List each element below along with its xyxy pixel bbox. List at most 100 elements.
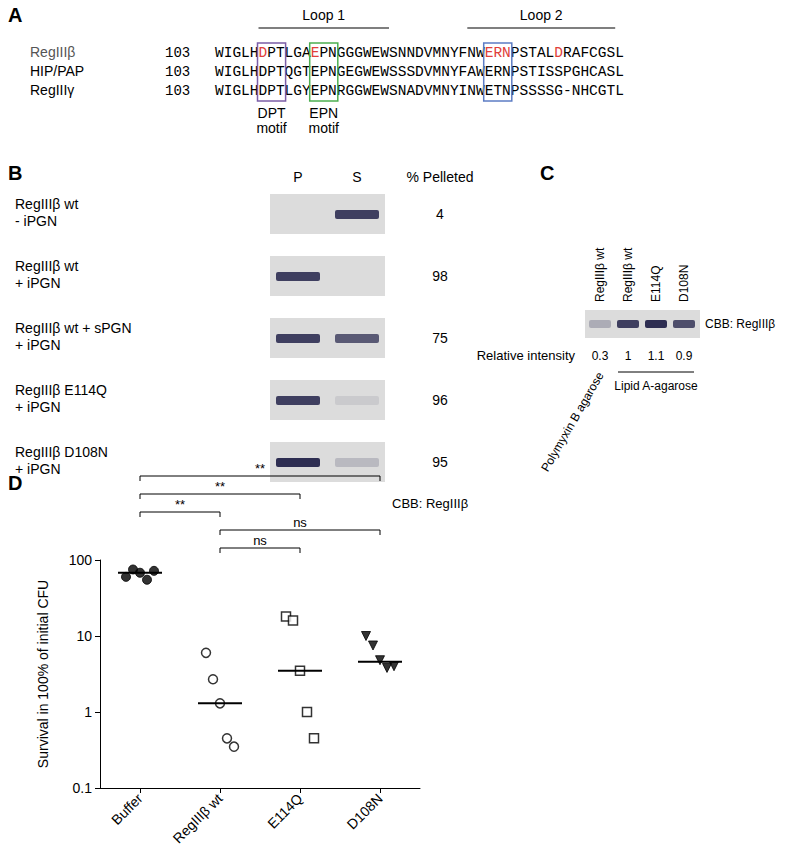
svg-text:E114Q: E114Q (649, 266, 663, 302)
svg-text:HIP/PAP: HIP/PAP (30, 63, 84, 79)
svg-text:**: ** (255, 461, 265, 476)
svg-text:**: ** (175, 497, 185, 512)
svg-text:E: E (311, 45, 320, 61)
svg-text:100: 100 (69, 552, 93, 568)
svg-text:P: P (267, 64, 276, 80)
svg-text:A: A (406, 83, 415, 99)
svg-text:N: N (398, 83, 407, 99)
svg-text:Loop 2: Loop 2 (520, 7, 563, 23)
svg-text:D: D (415, 83, 424, 99)
svg-text:F: F (459, 45, 468, 61)
svg-text:E: E (372, 64, 381, 80)
svg-text:RegIIIβ: RegIIIβ (30, 44, 75, 60)
svg-text:1: 1 (625, 349, 632, 363)
svg-text:L: L (241, 64, 250, 80)
svg-text:P: P (563, 64, 572, 80)
svg-text:N: N (502, 45, 511, 61)
svg-text:A: A (537, 45, 546, 61)
svg-text:V: V (424, 45, 433, 61)
svg-text:S: S (607, 45, 616, 61)
svg-text:T: T (276, 83, 285, 99)
svg-text:S: S (389, 45, 398, 61)
svg-text:N: N (502, 83, 511, 99)
svg-text:I: I (224, 45, 233, 61)
svg-text:A: A (8, 4, 22, 26)
svg-text:E: E (485, 45, 494, 61)
svg-text:M: M (433, 64, 442, 80)
svg-text:G: G (354, 83, 363, 99)
svg-text:EPN: EPN (309, 105, 338, 121)
svg-text:R: R (493, 45, 502, 61)
svg-text:1: 1 (84, 704, 92, 720)
svg-text:R: R (493, 64, 502, 80)
svg-text:W: W (215, 64, 224, 80)
svg-text:F: F (459, 64, 468, 80)
svg-text:S: S (546, 83, 555, 99)
svg-text:+ iPGN: + iPGN (15, 399, 61, 415)
svg-text:Relative intensity: Relative intensity (477, 348, 576, 363)
svg-text:S: S (352, 169, 361, 185)
svg-text:L: L (615, 64, 624, 80)
svg-text:-: - (563, 83, 572, 99)
svg-text:C: C (589, 45, 598, 61)
svg-text:10: 10 (76, 628, 92, 644)
svg-text:F: F (580, 45, 589, 61)
svg-text:103: 103 (165, 64, 190, 80)
svg-text:N: N (328, 45, 337, 61)
svg-text:RegIIIβ wt: RegIIIβ wt (593, 247, 607, 302)
svg-text:S: S (520, 64, 529, 80)
svg-text:W: W (363, 64, 372, 80)
svg-text:RegIIIβ wt: RegIIIβ wt (170, 790, 226, 846)
svg-text:RegIIIβ wt + sPGN: RegIIIβ wt + sPGN (15, 320, 132, 336)
svg-text:S: S (389, 83, 398, 99)
svg-text:Y: Y (450, 83, 459, 99)
svg-text:L: L (546, 45, 555, 61)
svg-text:motif: motif (309, 120, 339, 136)
svg-text:A: A (467, 64, 476, 80)
svg-text:S: S (406, 64, 415, 80)
svg-text:Polymyxin B agarose: Polymyxin B agarose (538, 369, 607, 474)
svg-text:H: H (580, 83, 589, 99)
svg-text:E: E (311, 83, 320, 99)
svg-text:N: N (467, 83, 476, 99)
svg-text:4: 4 (436, 206, 444, 222)
svg-text:N: N (467, 45, 476, 61)
svg-text:N: N (441, 83, 450, 99)
svg-text:N: N (328, 64, 337, 80)
svg-text:RegIIIβ wt: RegIIIβ wt (15, 196, 78, 212)
svg-text:S: S (537, 83, 546, 99)
svg-text:P: P (319, 45, 328, 61)
svg-text:S: S (520, 83, 529, 99)
svg-text:T: T (607, 83, 616, 99)
svg-text:Y: Y (450, 64, 459, 80)
svg-text:D: D (259, 45, 268, 61)
svg-text:103: 103 (165, 45, 190, 61)
svg-text:RegIIIγ: RegIIIγ (30, 82, 74, 98)
svg-text:D: D (415, 45, 424, 61)
svg-text:W: W (215, 83, 224, 99)
svg-text:G: G (232, 64, 241, 80)
svg-text:G: G (293, 64, 302, 80)
svg-text:L: L (615, 83, 624, 99)
svg-text:Survival in 100% of initial CF: Survival in 100% of initial CFU (35, 580, 51, 768)
svg-text:W: W (363, 83, 372, 99)
svg-text:S: S (528, 83, 537, 99)
svg-text:0.3: 0.3 (592, 349, 609, 363)
svg-text:- iPGN: - iPGN (15, 213, 57, 229)
svg-text:0.1: 0.1 (73, 780, 93, 796)
svg-text:S: S (546, 64, 555, 80)
svg-text:M: M (433, 83, 442, 99)
svg-text:E: E (485, 64, 494, 80)
svg-text:1.1: 1.1 (648, 349, 665, 363)
svg-text:D: D (415, 64, 424, 80)
svg-text:D: D (259, 83, 268, 99)
svg-text:0.9: 0.9 (676, 349, 693, 363)
svg-text:D108N: D108N (344, 790, 386, 832)
svg-text:C: C (540, 162, 554, 184)
svg-text:DPT: DPT (258, 105, 286, 121)
svg-text:D: D (554, 45, 563, 61)
svg-text:S: S (398, 64, 407, 80)
svg-text:L: L (615, 45, 624, 61)
svg-text:G: G (354, 64, 363, 80)
svg-text:G: G (598, 83, 607, 99)
